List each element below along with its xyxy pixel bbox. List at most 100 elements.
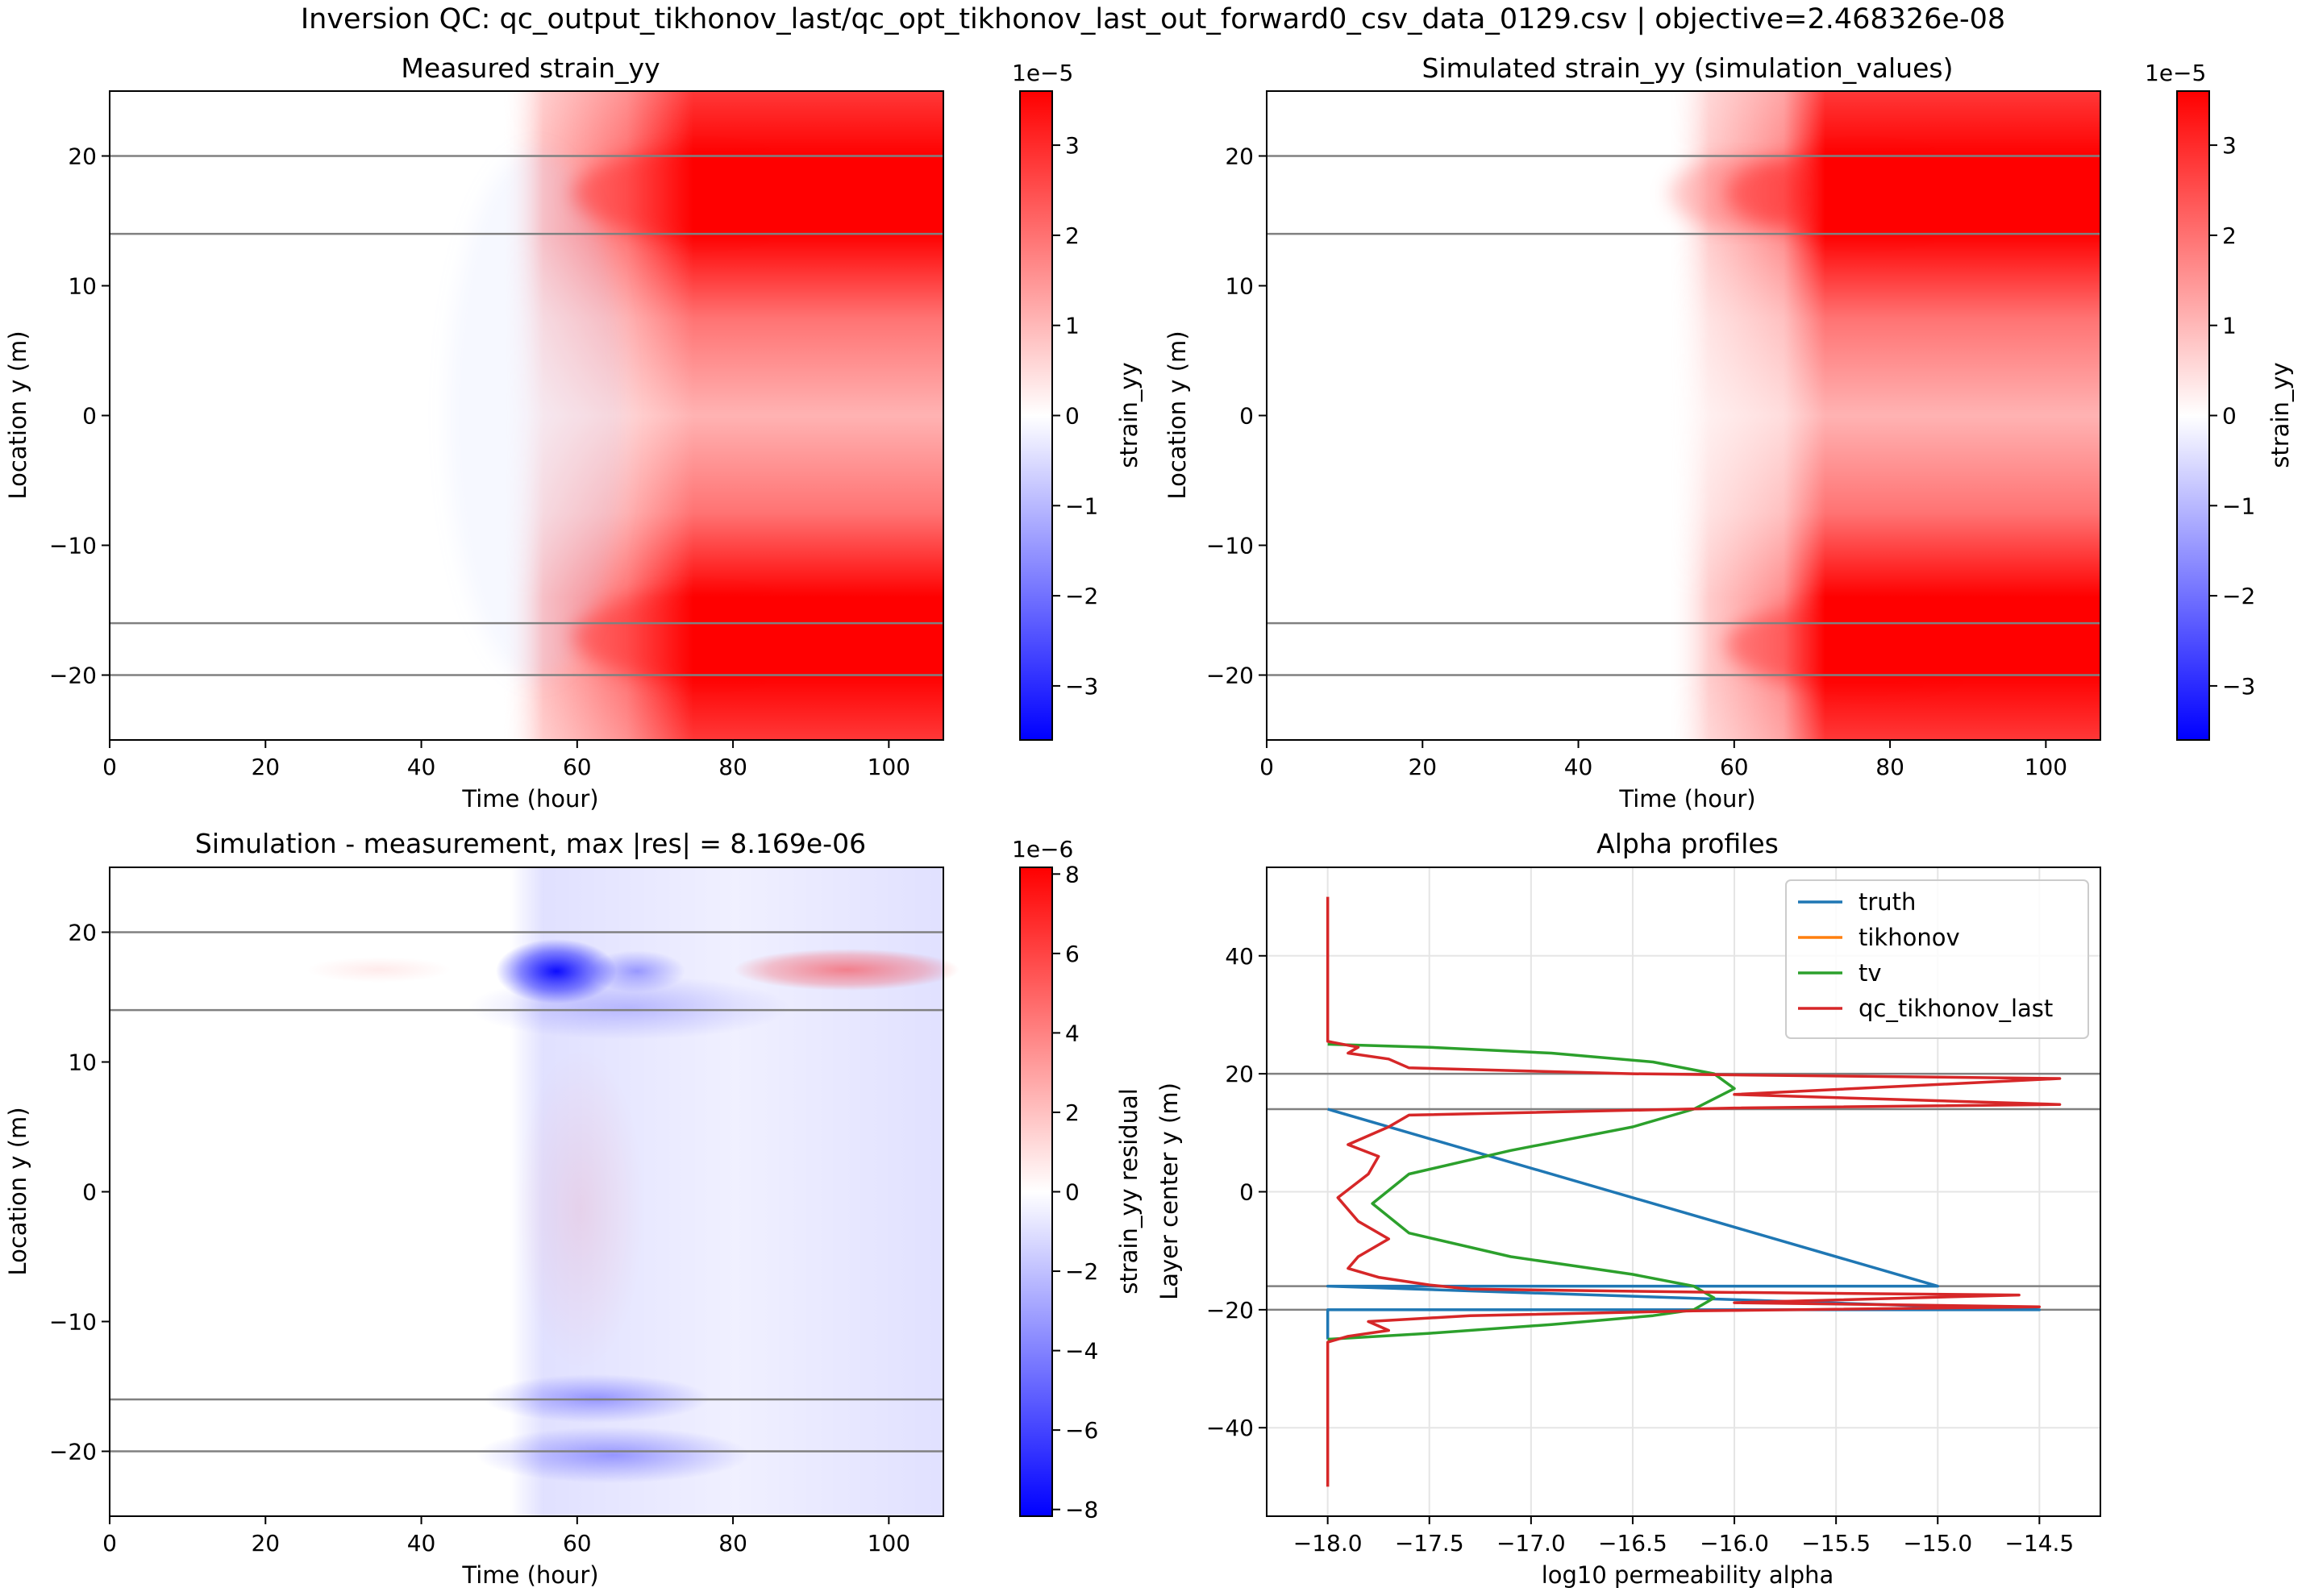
panel-measured-strain: Measured strain_yy 0 20 40 60 80 10020100−10−…: [4, 52, 944, 813]
panel-simulated-strain: Simulated strain_yy (simulation_values) …: [1163, 52, 2101, 813]
y-tick-label: 0: [82, 1179, 97, 1206]
x-axis-label: Time (hour): [461, 1561, 598, 1589]
x-tick-label: 80: [718, 754, 747, 780]
x-tick-label: 100: [868, 1530, 910, 1557]
y-tick-label: −10: [1206, 533, 1254, 559]
colorbar-tick-label: 1: [2222, 313, 2237, 339]
y-axis-label: Location y (m): [4, 1107, 31, 1275]
y-tick-label: −20: [1206, 663, 1254, 689]
series-line-tv: [1327, 1042, 1736, 1341]
x-tick-label: −15.5: [1801, 1530, 1871, 1557]
x-tick-label: 60: [563, 1530, 592, 1557]
x-tick-label: −17.0: [1496, 1530, 1566, 1557]
x-tick-label: −16.5: [1598, 1530, 1667, 1557]
colorbar-offset: 1e−5: [2145, 60, 2206, 86]
x-tick-label: 80: [718, 1530, 747, 1557]
y-tick-label: 10: [1225, 273, 1254, 300]
panel-title: Measured strain_yy: [401, 52, 660, 84]
y-tick-label: 10: [68, 1049, 97, 1076]
panel-residual: Simulation - measurement, max |res| = 8.…: [4, 828, 959, 1589]
series-line-qc_tikhonov_last: [1326, 896, 2062, 1487]
colorbar-tick-label: −1: [1065, 493, 1098, 519]
x-tick-label: −16.0: [1700, 1530, 1769, 1557]
x-tick-label: −18.0: [1293, 1530, 1363, 1557]
colorbar-tick-label: −4: [1065, 1338, 1098, 1365]
x-tick-label: −15.0: [1903, 1530, 1972, 1557]
figure-title: Inversion QC: qc_output_tikhonov_last/qc…: [300, 3, 2006, 35]
colorbar-tick-label: −2: [1065, 1258, 1098, 1285]
x-axis-label: log10 permeability alpha: [1542, 1561, 1834, 1589]
colorbar-tick-label: 2: [1065, 1099, 1080, 1126]
y-tick-label: 20: [1225, 1061, 1254, 1087]
y-tick-label: −10: [49, 533, 97, 559]
x-tick-label: 40: [407, 1530, 436, 1557]
y-tick-label: 40: [1225, 943, 1254, 970]
y-tick-label: −10: [49, 1309, 97, 1336]
y-axis-label: Location y (m): [4, 330, 31, 499]
colorbar-label: strain_yy: [1115, 362, 1143, 468]
colorbar-tick-label: 2: [1065, 222, 1080, 249]
colorbar-tick-label: −2: [2222, 583, 2255, 609]
x-tick-label: −14.5: [2004, 1530, 2074, 1557]
colorbar-residual: 1e−6 strain_yy residual 8 6 4 2 0 −2 −4 −6 −8: [1012, 836, 1143, 1523]
panel-title: Simulated strain_yy (simulation_values): [1422, 52, 1954, 84]
x-tick-label: 0: [102, 754, 117, 780]
x-tick-label: −17.5: [1395, 1530, 1464, 1557]
panel-title: Alpha profiles: [1596, 828, 1779, 859]
x-tick-label: 0: [102, 1530, 117, 1557]
y-tick-label: 0: [1239, 1179, 1254, 1206]
legend-label-tv: tv: [1859, 959, 1882, 987]
x-tick-label: 20: [251, 1530, 280, 1557]
colorbar-tick-label: 0: [2222, 403, 2237, 430]
y-tick-label: 0: [1239, 403, 1254, 430]
legend: truth tikhonov tv qc_tikhonov_last: [1785, 879, 2089, 1039]
x-tick-label: 0: [1259, 754, 1274, 780]
colorbar-tick-label: 1: [1065, 313, 1080, 339]
colorbar-tick-label: 4: [1065, 1020, 1080, 1046]
colorbar-tick-label: 0: [1065, 403, 1080, 430]
colorbar-offset: 1e−6: [1012, 836, 1073, 862]
x-tick-label: 40: [407, 754, 436, 780]
colorbar-tick-label: −8: [1065, 1497, 1098, 1523]
colorbar-tick-label: −2: [1065, 583, 1098, 609]
colorbar-tick-label: 6: [1065, 941, 1080, 967]
y-axis-label: Location y (m): [1163, 330, 1191, 499]
legend-label-tikhonov: tikhonov: [1859, 924, 1960, 951]
x-axis-label: Time (hour): [461, 785, 598, 813]
y-tick-label: −20: [49, 1439, 97, 1465]
colorbar-label: strain_yy residual: [1115, 1088, 1143, 1295]
x-tick-label: 20: [1408, 754, 1437, 780]
x-tick-label: 100: [2025, 754, 2067, 780]
y-tick-label: 20: [1225, 143, 1254, 170]
legend-box: [1785, 879, 2089, 1039]
x-tick-label: 40: [1564, 754, 1593, 780]
x-tick-label: 20: [251, 754, 280, 780]
colorbar-simulated: 1e−5 strain_yy 3 2 1 0 −1 −2 −3: [2145, 60, 2294, 741]
y-tick-label: −20: [1206, 1297, 1254, 1324]
x-axis-label: Time (hour): [1618, 785, 1755, 813]
x-tick-label: 80: [1875, 754, 1904, 780]
y-tick-label: 0: [82, 403, 97, 430]
y-tick-label: −20: [49, 663, 97, 689]
panel-alpha-profiles: Alpha profiles −18.0 −17.5 −17.0 −16.5 −16.0…: [1155, 828, 2101, 1589]
legend-label-qc_tikhonov_last: qc_tikhonov_last: [1859, 995, 2053, 1022]
colorbar-tick-label: 3: [1065, 132, 1080, 159]
colorbar-tick-label: −3: [2222, 673, 2255, 700]
y-tick-label: 20: [68, 920, 97, 946]
colorbar-tick-label: 8: [1065, 861, 1080, 887]
colorbar-label: strain_yy: [2266, 362, 2294, 468]
colorbar-tick-label: −3: [1065, 673, 1098, 700]
colorbar-measured: 1e−5 strain_yy 3 2 1 0 −1 −2 −3: [1012, 60, 1143, 741]
series-line-truth: [1326, 1108, 2042, 1340]
x-tick-label: 60: [1720, 754, 1749, 780]
y-tick-label: 10: [68, 273, 97, 300]
colorbar-offset: 1e−5: [1012, 60, 1073, 86]
y-tick-label: −40: [1206, 1415, 1254, 1441]
x-tick-label: 60: [563, 754, 592, 780]
colorbar-tick-label: −1: [2222, 493, 2255, 519]
legend-label-truth: truth: [1859, 888, 1916, 916]
colorbar-tick-label: −6: [1065, 1417, 1098, 1444]
colorbar-tick-label: 3: [2222, 132, 2237, 159]
x-tick-label: 100: [868, 754, 910, 780]
